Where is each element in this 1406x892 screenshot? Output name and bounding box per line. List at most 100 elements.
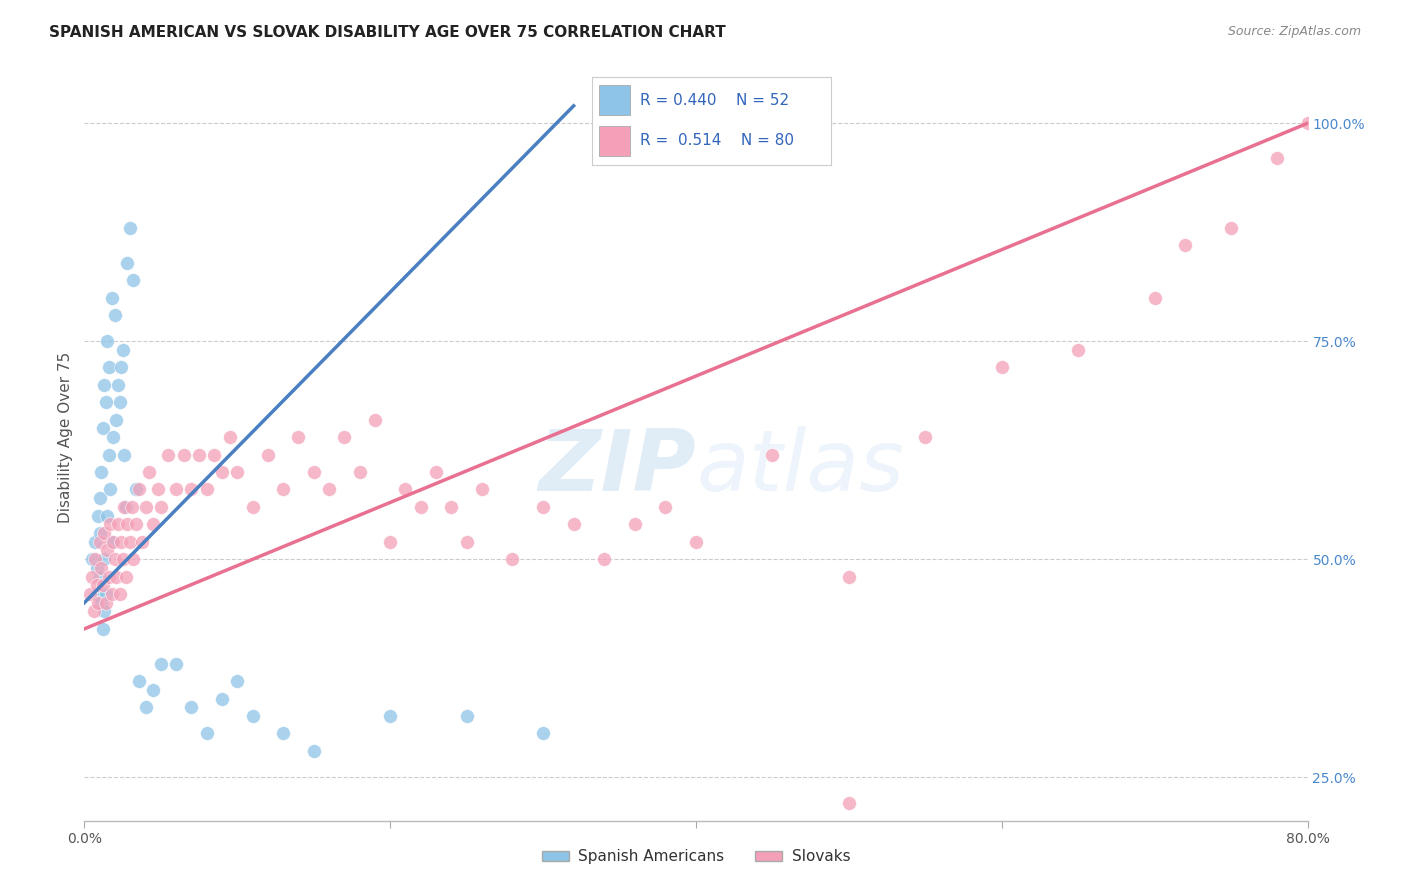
Point bbox=[271, 726, 294, 740]
Point bbox=[226, 674, 249, 689]
Point bbox=[380, 709, 402, 723]
Point bbox=[120, 220, 142, 235]
Point bbox=[624, 517, 647, 532]
Point bbox=[195, 726, 218, 740]
Point bbox=[97, 360, 120, 375]
Point bbox=[90, 465, 112, 479]
Point bbox=[654, 500, 676, 514]
Point bbox=[86, 578, 108, 592]
Point bbox=[114, 569, 136, 583]
Point bbox=[83, 604, 105, 618]
Point bbox=[349, 465, 371, 479]
Point bbox=[211, 465, 233, 479]
Point bbox=[93, 552, 115, 566]
Point bbox=[135, 700, 157, 714]
Point bbox=[104, 552, 127, 566]
Point bbox=[107, 517, 129, 532]
Point bbox=[138, 465, 160, 479]
Point bbox=[110, 534, 132, 549]
Point bbox=[111, 552, 134, 566]
Point bbox=[111, 343, 134, 357]
Point bbox=[271, 483, 294, 497]
Point bbox=[122, 552, 145, 566]
Point bbox=[195, 483, 218, 497]
Point bbox=[110, 360, 132, 375]
Point bbox=[89, 491, 111, 505]
Point bbox=[86, 561, 108, 575]
Point bbox=[96, 508, 118, 523]
Point bbox=[593, 552, 616, 566]
Point bbox=[502, 552, 524, 566]
Point bbox=[105, 569, 128, 583]
Point bbox=[991, 360, 1014, 375]
Point bbox=[149, 657, 172, 671]
Text: SPANISH AMERICAN VS SLOVAK DISABILITY AGE OVER 75 CORRELATION CHART: SPANISH AMERICAN VS SLOVAK DISABILITY AG… bbox=[49, 25, 725, 40]
Point bbox=[89, 569, 111, 583]
Point bbox=[87, 508, 110, 523]
Point bbox=[914, 430, 936, 444]
Point bbox=[226, 465, 249, 479]
Point bbox=[89, 534, 111, 549]
Legend: Spanish Americans, Slovaks: Spanish Americans, Slovaks bbox=[536, 843, 856, 871]
Point bbox=[87, 596, 110, 610]
Point bbox=[122, 273, 145, 287]
Point bbox=[86, 587, 108, 601]
Point bbox=[302, 465, 325, 479]
Point bbox=[157, 448, 180, 462]
Point bbox=[125, 483, 148, 497]
Point bbox=[440, 500, 463, 514]
Point bbox=[149, 500, 172, 514]
Point bbox=[93, 377, 115, 392]
Point bbox=[165, 657, 187, 671]
Point bbox=[89, 526, 111, 541]
Point bbox=[103, 430, 125, 444]
Point bbox=[364, 412, 387, 426]
Point bbox=[121, 500, 143, 514]
Point bbox=[425, 465, 447, 479]
Point bbox=[218, 430, 240, 444]
Point bbox=[105, 412, 128, 426]
Point bbox=[531, 500, 554, 514]
Point bbox=[90, 596, 112, 610]
Point bbox=[838, 796, 860, 810]
Point bbox=[120, 534, 142, 549]
Point bbox=[202, 448, 225, 462]
Point bbox=[108, 587, 131, 601]
Point bbox=[146, 483, 169, 497]
Text: atlas: atlas bbox=[696, 426, 904, 509]
Point bbox=[456, 534, 478, 549]
Point bbox=[211, 691, 233, 706]
Text: Source: ZipAtlas.com: Source: ZipAtlas.com bbox=[1227, 25, 1361, 38]
Point bbox=[135, 500, 157, 514]
Point bbox=[685, 534, 707, 549]
Point bbox=[1174, 238, 1197, 252]
Point bbox=[242, 500, 264, 514]
Point bbox=[96, 543, 118, 558]
Point bbox=[101, 587, 124, 601]
Point bbox=[180, 700, 202, 714]
Point bbox=[91, 421, 114, 435]
Point bbox=[188, 448, 211, 462]
Point bbox=[90, 561, 112, 575]
Point bbox=[94, 587, 117, 601]
Point bbox=[142, 517, 165, 532]
Point bbox=[93, 604, 115, 618]
Point bbox=[97, 569, 120, 583]
Point bbox=[93, 526, 115, 541]
Point bbox=[1265, 151, 1288, 165]
Point bbox=[115, 256, 138, 270]
Point bbox=[394, 483, 416, 497]
Point bbox=[94, 596, 117, 610]
Point bbox=[107, 377, 129, 392]
Point bbox=[115, 517, 138, 532]
Point bbox=[125, 517, 148, 532]
Point bbox=[79, 587, 101, 601]
Point bbox=[104, 308, 127, 322]
Point bbox=[456, 709, 478, 723]
Point bbox=[1296, 116, 1319, 130]
Point bbox=[80, 569, 103, 583]
Point bbox=[180, 483, 202, 497]
Point bbox=[471, 483, 494, 497]
Point bbox=[761, 448, 783, 462]
Point bbox=[84, 534, 107, 549]
